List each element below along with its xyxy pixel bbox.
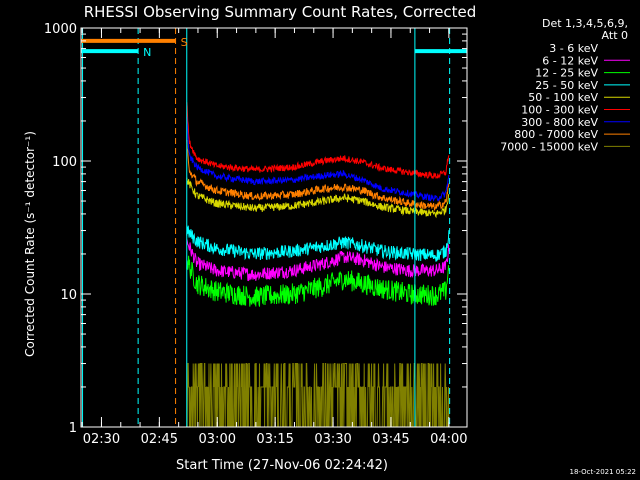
legend-header-line-2: Att 0 [602,29,628,42]
series-line [186,139,450,211]
legend-item-label: 25 - 50 keV [535,79,598,92]
legend-header-line-1: Det 1,3,4,5,6,9, [542,17,628,30]
y-tick-label: 1 [69,421,77,436]
legend-item-label: 50 - 100 keV [528,91,598,104]
flag-label: S [181,36,188,49]
x-tick-label: 03:30 [314,432,351,447]
chart-title: RHESSI Observing Summary Count Rates, Co… [84,3,477,21]
x-tick-label: 03:15 [256,432,293,447]
timestamp: 18-Oct-2021 05:22 [570,468,636,476]
series-line [186,231,450,371]
legend-item-label: 100 - 300 keV [521,104,598,117]
frame-layer: S N 1 10 100 1000 02:30 02:45 03:00 03:15 03:30 03:… [44,22,468,447]
series-line [186,177,450,219]
legend-item-label: 12 - 25 keV [535,67,598,80]
plot-frame [80,27,468,428]
x-tick-label: 03:00 [199,432,236,447]
x-tick-label: 02:45 [141,432,178,447]
series-line [186,225,450,262]
y-tick-label: 10 [60,288,77,303]
legend-item-label: 800 - 7000 keV [514,128,598,141]
series-line [186,255,450,307]
flag-label: N [143,46,151,59]
legend-item-label: 7000 - 15000 keV [500,140,598,153]
x-tick-label: 04:00 [430,432,467,447]
legend-item-label: 300 - 800 keV [521,116,598,129]
x-tick-label: 02:30 [83,432,120,447]
x-axis-label: Start Time (27-Nov-06 02:24:42) [176,458,388,473]
y-axis-label: Corrected Count Rate (s⁻¹ detector⁻¹) [23,131,37,357]
legend-item-label: 6 - 12 keV [542,54,598,67]
y-tick-label: 100 [52,155,77,170]
x-tick-label: 03:45 [372,432,409,447]
y-tick-label: 1000 [44,22,77,37]
legend-item-label: 3 - 6 keV [549,42,598,55]
series-line [186,239,450,282]
series-line [186,116,450,202]
series-line [186,102,450,179]
